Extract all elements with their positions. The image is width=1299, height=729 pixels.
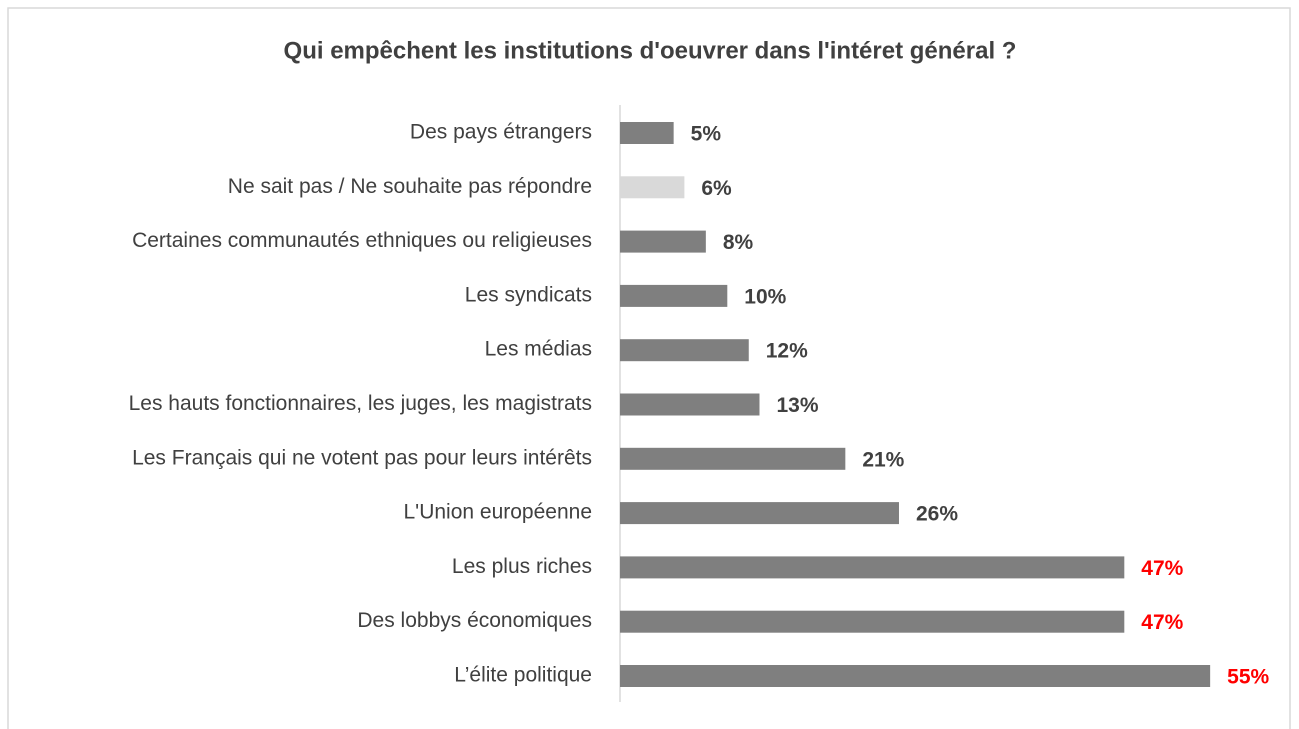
bar bbox=[620, 610, 1125, 633]
bar bbox=[620, 176, 685, 199]
category-label: Des lobbys économiques bbox=[357, 609, 592, 632]
value-label: 47% bbox=[1141, 557, 1183, 580]
category-label: Des pays étrangers bbox=[410, 121, 592, 144]
category-label: Certaines communautés ethniques ou relig… bbox=[132, 229, 592, 252]
category-label: Les Français qui ne votent pas pour leur… bbox=[132, 446, 592, 469]
value-label: 47% bbox=[1141, 611, 1183, 634]
bar bbox=[620, 393, 760, 416]
category-label: Les syndicats bbox=[465, 283, 592, 306]
value-label: 21% bbox=[862, 448, 904, 471]
category-label: Les plus riches bbox=[452, 555, 592, 578]
category-label: Les médias bbox=[485, 338, 592, 361]
category-label: L’élite politique bbox=[454, 664, 592, 687]
value-label: 8% bbox=[723, 231, 754, 254]
value-label: 10% bbox=[744, 285, 786, 308]
chart-title: Qui empêchent les institutions d'oeuvrer… bbox=[284, 37, 1017, 64]
category-label: L'Union européenne bbox=[404, 501, 593, 524]
category-label: Les hauts fonctionnaires, les juges, les… bbox=[129, 392, 592, 415]
value-label: 12% bbox=[766, 340, 808, 363]
bar bbox=[620, 230, 706, 253]
bar bbox=[620, 447, 846, 470]
bar bbox=[620, 556, 1125, 579]
frame bbox=[7, 7, 1291, 729]
bar bbox=[620, 284, 728, 307]
value-label: 13% bbox=[776, 394, 818, 417]
value-label: 6% bbox=[701, 177, 732, 200]
bar bbox=[620, 339, 749, 362]
category-label: Ne sait pas / Ne souhaite pas répondre bbox=[228, 175, 592, 198]
value-label: 26% bbox=[916, 503, 958, 526]
bar bbox=[620, 122, 674, 144]
bar bbox=[620, 502, 899, 525]
bar bbox=[620, 665, 1211, 687]
value-label: 55% bbox=[1227, 666, 1269, 689]
value-label: 5% bbox=[691, 123, 722, 146]
